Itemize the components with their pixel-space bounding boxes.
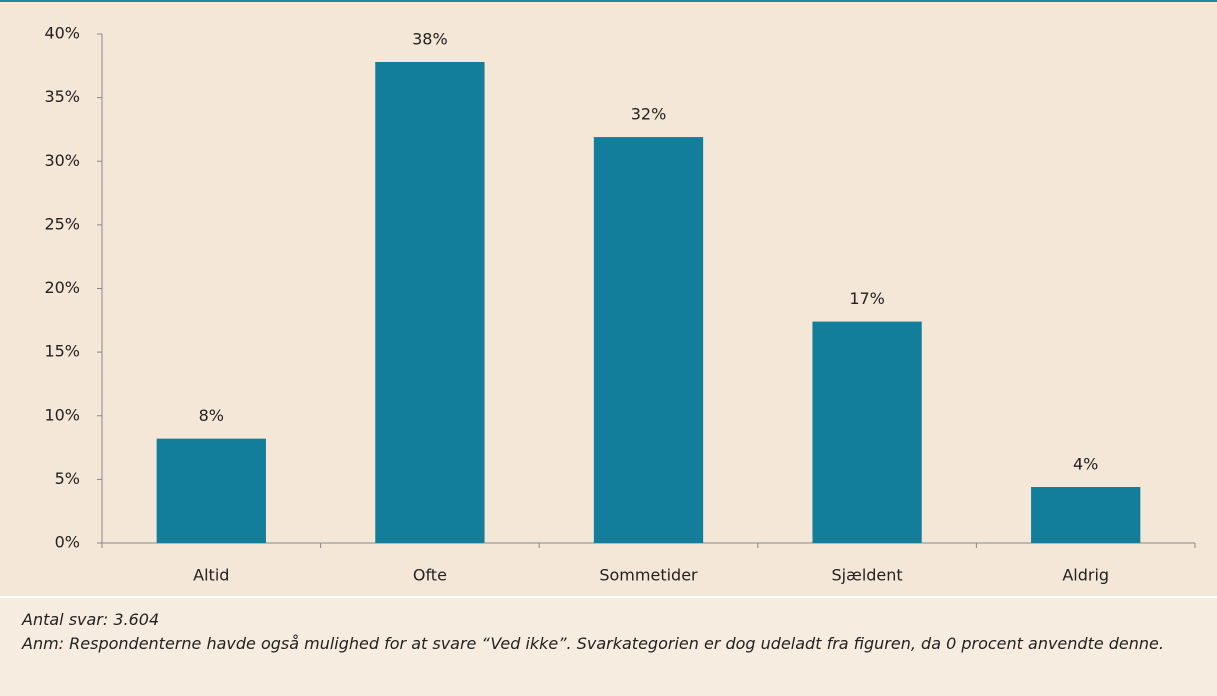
- x-tick-label: Aldrig: [1062, 566, 1109, 585]
- bar: [1031, 487, 1141, 543]
- x-tick-label: Sjældent: [832, 566, 903, 585]
- x-tick-label: Sommetider: [599, 566, 698, 585]
- note: Anm: Respondenterne havde også mulighed …: [22, 634, 1164, 653]
- y-tick-label: 30%: [44, 151, 80, 170]
- notes: Antal svar: 3.604 Anm: Respondenterne ha…: [22, 608, 1202, 656]
- y-tick-label: 5%: [55, 469, 80, 488]
- separator: [0, 596, 1217, 598]
- bar: [812, 321, 922, 543]
- bar: [375, 61, 485, 544]
- value-label: 32%: [631, 105, 667, 124]
- y-tick-label: 15%: [44, 342, 80, 361]
- y-tick-label: 25%: [44, 214, 80, 233]
- y-tick-label: 35%: [44, 87, 80, 106]
- bar: [593, 137, 704, 543]
- y-tick-label: 20%: [44, 278, 80, 297]
- y-tick-label: 40%: [44, 24, 80, 43]
- value-label: 17%: [849, 289, 885, 308]
- y-tick-label: 0%: [55, 533, 80, 552]
- value-label: 8%: [199, 406, 224, 425]
- value-label: 4%: [1073, 455, 1098, 474]
- chart: 0% 5% 10% 15% 20% 25% 30% 35% 40% Altid 8% Ofte 38% S…: [0, 0, 1217, 598]
- x-tick-label: Ofte: [413, 566, 447, 585]
- bar: [156, 438, 266, 543]
- x-tick-label: Altid: [193, 566, 229, 585]
- top-rule: [0, 0, 1217, 2]
- value-label: 38%: [412, 29, 448, 48]
- note: Antal svar: 3.604: [22, 610, 160, 629]
- y-tick-label: 10%: [44, 405, 80, 424]
